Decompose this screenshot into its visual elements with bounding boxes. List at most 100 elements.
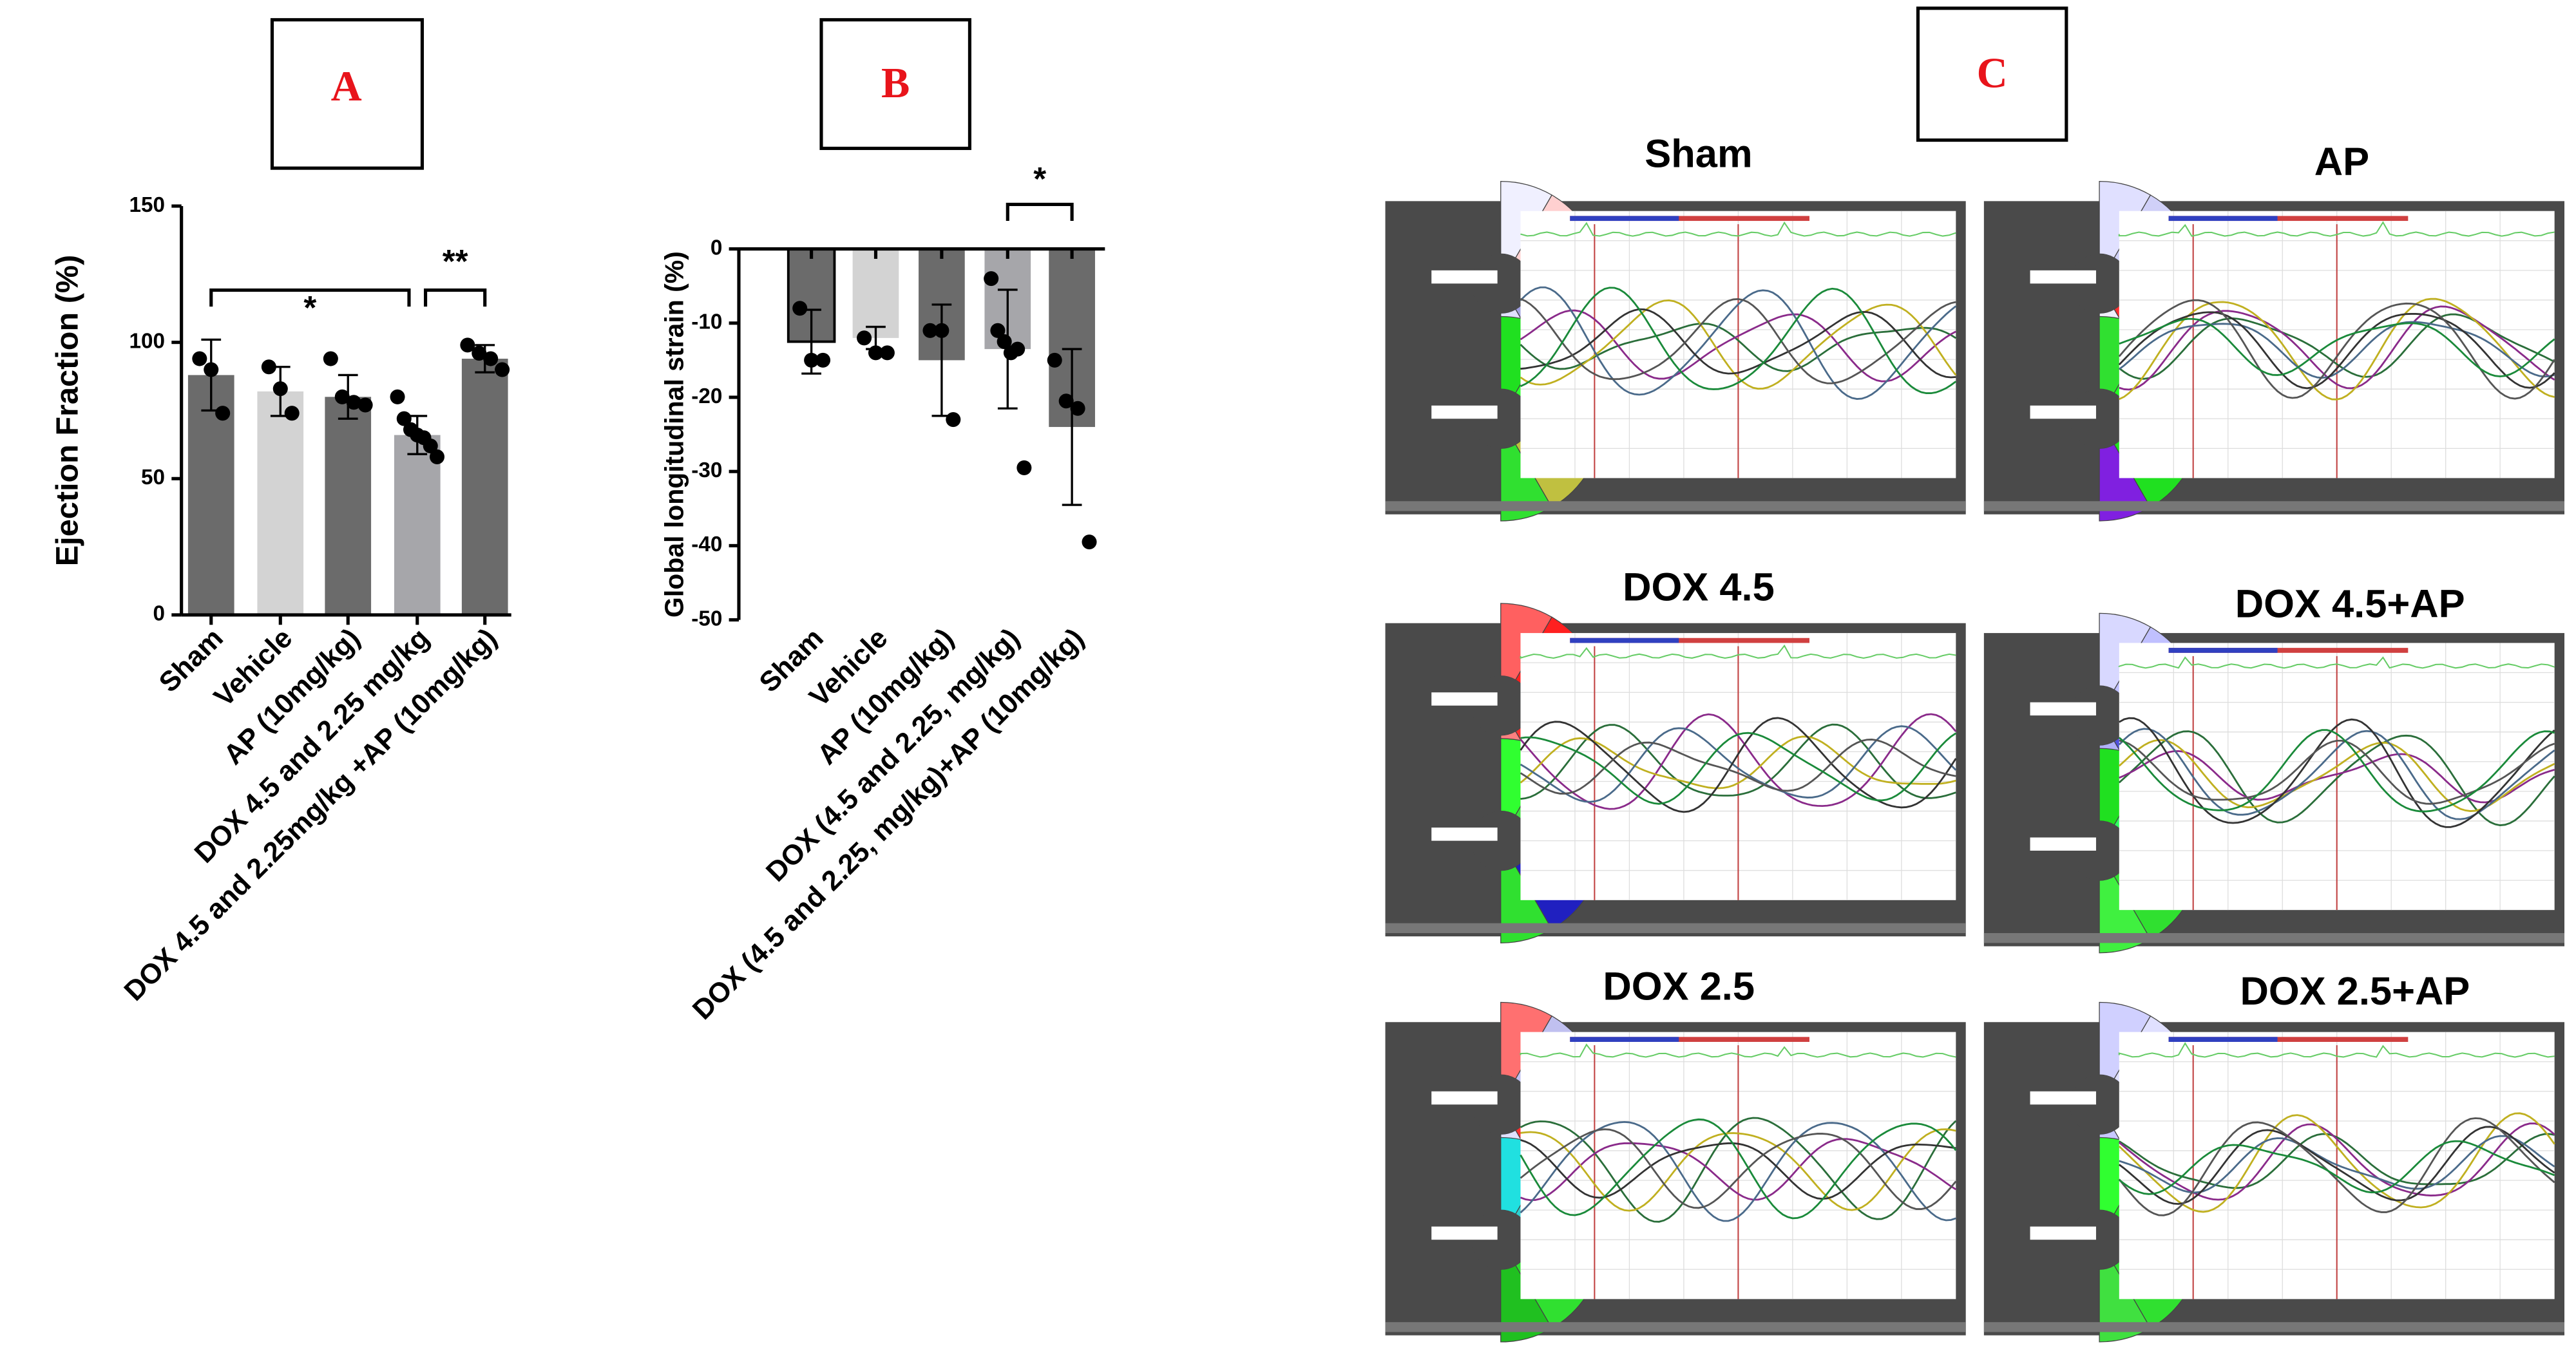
ring-hole	[2069, 820, 2130, 881]
color-key	[1431, 270, 1498, 284]
strain-curve	[1520, 732, 1957, 805]
ring-hole	[2069, 1210, 2130, 1270]
data-point	[215, 406, 231, 421]
scroll-bar	[1385, 923, 1966, 934]
strain-curve	[1520, 717, 1957, 813]
data-point	[1016, 460, 1032, 475]
strain-curve	[1520, 1128, 1957, 1210]
bar	[394, 435, 441, 615]
data-point	[1082, 534, 1097, 550]
data-point	[1047, 352, 1062, 368]
color-key	[1431, 1226, 1498, 1240]
bar	[325, 397, 372, 615]
data-point	[423, 438, 438, 454]
strain-curve	[1520, 298, 1956, 384]
ring-hole	[1471, 811, 1531, 871]
strain-header	[1570, 216, 1810, 222]
strain-curve	[2118, 299, 2555, 400]
strain-panel	[1983, 612, 2565, 954]
data-point	[334, 389, 350, 404]
strain-header	[2168, 1037, 2278, 1042]
strain-image-title: DOX 2.5	[1603, 964, 1755, 1008]
strain-curve	[2118, 1117, 2555, 1216]
data-point	[868, 345, 883, 361]
data-point	[984, 271, 999, 287]
ring-hole	[2069, 686, 2130, 746]
strain-header	[2168, 216, 2278, 222]
strain-curve	[2119, 739, 2555, 805]
strain-header	[1570, 1037, 1810, 1042]
y-tick-label: 0	[153, 602, 166, 626]
strain-curve	[2118, 729, 2555, 813]
data-point	[192, 351, 207, 366]
strain-header	[2168, 648, 2409, 653]
strain-header	[1570, 638, 1679, 643]
strain-curve	[1520, 1118, 1957, 1220]
color-key	[1431, 1091, 1498, 1105]
data-point	[396, 411, 412, 426]
y-axis-label: Ejection Fraction (%)	[50, 255, 84, 567]
strain-panel	[1385, 603, 1966, 944]
color-key	[2030, 837, 2096, 851]
strain-curve	[1520, 1138, 1957, 1202]
data-point	[284, 406, 300, 421]
ring-hole	[2069, 1075, 2130, 1135]
data-point	[816, 352, 831, 368]
color-key	[1431, 827, 1498, 841]
color-key	[2030, 1226, 2096, 1240]
panel-label: B	[881, 60, 910, 107]
significance-label: *	[1033, 160, 1046, 197]
strain-header	[1570, 1037, 1679, 1042]
data-point	[922, 323, 938, 338]
strain-curve	[1520, 287, 1957, 394]
ring-hole	[1471, 1075, 1531, 1135]
data-point	[358, 397, 373, 413]
y-tick-label: 0	[711, 236, 723, 260]
ring-hole	[2069, 389, 2130, 449]
significance-bracket	[1006, 202, 1074, 222]
significance-bracket	[209, 288, 411, 307]
strain-curve	[2118, 730, 2555, 827]
data-point	[261, 359, 276, 375]
data-point	[495, 362, 510, 377]
data-point	[879, 345, 895, 361]
panel-label: C	[1977, 50, 2008, 97]
y-axis-label: Global longitudinal strain (%)	[660, 251, 689, 618]
data-point	[997, 334, 1012, 350]
y-tick-label: -20	[691, 384, 722, 408]
data-point	[804, 352, 819, 368]
data-point	[390, 389, 405, 404]
data-point	[204, 362, 219, 377]
data-point	[1010, 341, 1026, 357]
strain-curve	[1520, 1117, 1957, 1223]
bar	[852, 249, 899, 338]
strain-header	[2168, 648, 2278, 653]
strain-curve	[1520, 308, 1956, 379]
data-point	[990, 323, 1006, 338]
strain-header	[1570, 638, 1810, 643]
color-key	[1431, 692, 1498, 706]
strain-curve	[1520, 1120, 1956, 1222]
color-key	[1431, 405, 1498, 419]
y-tick-label: -10	[691, 310, 722, 334]
significance-bracket	[424, 288, 487, 307]
strain-image-title: AP	[2314, 140, 2369, 184]
strain-curve	[1520, 309, 1957, 383]
ring-hole	[1471, 254, 1531, 314]
strain-curve	[2118, 1126, 2555, 1205]
strain-curve	[1520, 725, 1957, 803]
strain-curve	[2118, 1140, 2555, 1195]
y-tick-label: -50	[691, 607, 722, 630]
data-point	[323, 351, 338, 366]
strain-curve	[1520, 713, 1957, 810]
strain-header	[2168, 1037, 2409, 1042]
strain-header	[2168, 216, 2409, 222]
significance-label: **	[443, 243, 468, 279]
ring-hole	[1471, 676, 1531, 735]
y-tick-label: 150	[129, 193, 166, 217]
y-tick-label: -40	[691, 533, 722, 556]
strain-curve	[2119, 717, 2555, 828]
data-point	[272, 381, 288, 397]
strain-curve	[1520, 1138, 1956, 1200]
